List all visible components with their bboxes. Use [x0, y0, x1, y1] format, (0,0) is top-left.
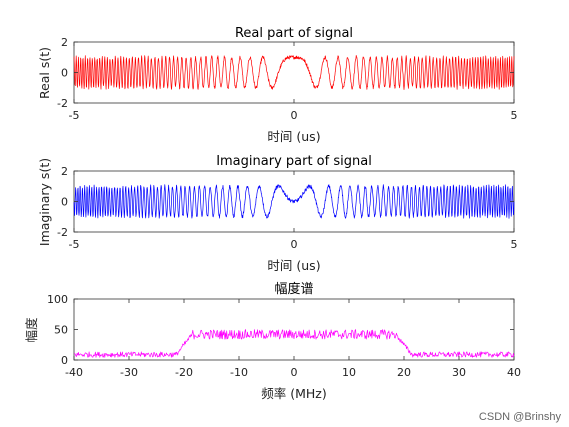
y-tick-label: -2: [57, 97, 68, 110]
watermark: CSDN @Brinshy: [478, 411, 561, 423]
x-tick-label: 20: [397, 366, 411, 379]
y-tick-label: -2: [57, 226, 68, 239]
x-tick-label: -20: [175, 366, 193, 379]
imag-xlabel: 时间 (us): [267, 258, 320, 273]
spectrum-ticks: -40 -30 -20 -10 0 10 20 30 40 0 50 100: [47, 293, 521, 379]
real-ylabel: Real s(t): [37, 47, 52, 99]
imag-ticks: -5 0 5 -2 0 2: [57, 165, 517, 251]
x-tick-label: 40: [507, 366, 521, 379]
imag-series: [73, 184, 515, 219]
spectrum-title: 幅度谱: [274, 281, 313, 297]
x-tick-label: 10: [342, 366, 356, 379]
imag-title: Imaginary part of signal: [216, 154, 372, 169]
y-tick-label: 100: [47, 293, 68, 306]
x-tick-label: 0: [291, 238, 298, 251]
x-tick-label: 5: [511, 109, 518, 122]
spectrum-series: [73, 329, 515, 358]
x-tick-label: -10: [230, 366, 248, 379]
series-line: [73, 184, 515, 219]
panel-imag: Imaginary part of signal -5 0 5 -2 0 2 时间 (us…: [37, 154, 518, 273]
y-tick-label: 0: [61, 196, 68, 209]
x-tick-label: -5: [69, 238, 80, 251]
spectrum-axes-box: [73, 298, 515, 361]
real-ticks: -5 0 5 -2 0 2: [57, 36, 517, 122]
y-tick-label: 50: [54, 324, 68, 337]
real-axes-box: [73, 41, 515, 104]
spectrum-ylabel: 幅度: [24, 317, 39, 343]
y-tick-label: 2: [61, 36, 68, 49]
spectrum-xlabel: 频率 (MHz): [261, 386, 326, 401]
real-xlabel: 时间 (us): [267, 129, 320, 144]
x-tick-label: -5: [69, 109, 80, 122]
y-tick-label: 0: [61, 67, 68, 80]
panel-spectrum: 幅度谱 -40 -30 -20 -10 0 10 20 30 40 0 50 100 频率 (MHz)…: [24, 281, 521, 401]
series-line: [73, 55, 515, 90]
real-series: [73, 55, 515, 90]
x-tick-label: 5: [511, 238, 518, 251]
x-tick-label: 0: [291, 109, 298, 122]
x-tick-label: 0: [291, 366, 298, 379]
y-tick-label: 0: [61, 354, 68, 367]
x-tick-label: -40: [65, 366, 83, 379]
x-tick-label: -30: [120, 366, 138, 379]
real-title: Real part of signal: [235, 26, 353, 41]
imag-ylabel: Imaginary s(t): [37, 158, 52, 246]
panel-real: Real part of signal -5 0 5 -2 0 2 时间 (us) Rea…: [37, 26, 518, 144]
y-tick-label: 2: [61, 165, 68, 178]
series-line: [73, 329, 515, 358]
x-tick-label: 30: [452, 366, 466, 379]
